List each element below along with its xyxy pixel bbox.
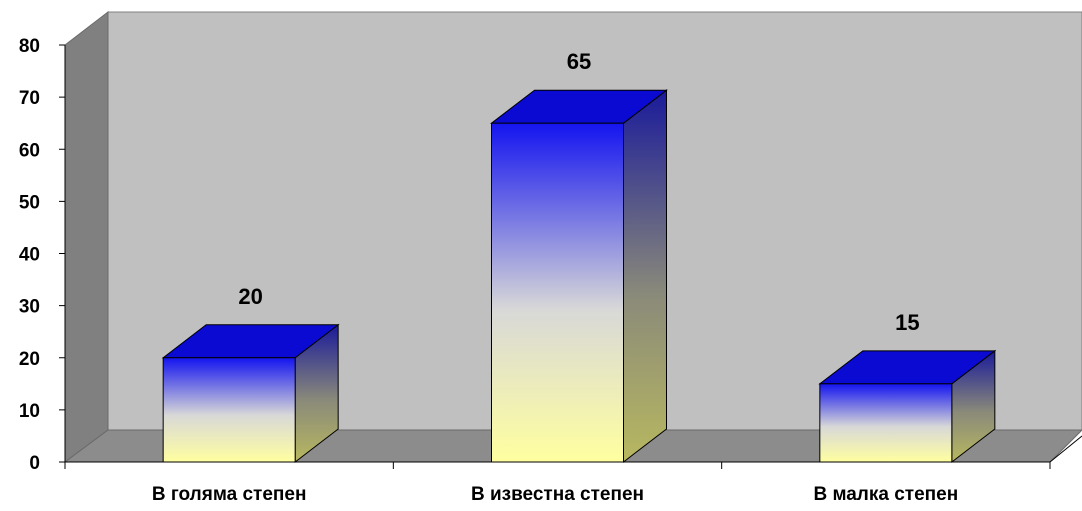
side-wall bbox=[64, 10, 109, 463]
category-label: В малка степен bbox=[813, 484, 958, 505]
y-tick-label: 30 bbox=[19, 297, 40, 318]
data-labels-group: 20 65 15 bbox=[238, 49, 919, 335]
y-tick-label: 10 bbox=[19, 401, 40, 422]
bar-front-face bbox=[491, 122, 624, 463]
data-label: 20 bbox=[238, 284, 262, 309]
bar-front-face bbox=[162, 357, 296, 463]
category-labels-group: В голяма степен В известна степен В малка … bbox=[152, 484, 958, 505]
y-tick-label: 50 bbox=[19, 192, 40, 213]
x-axis-ticks bbox=[64, 462, 1051, 469]
y-tick-label: 20 bbox=[19, 349, 40, 370]
y-tick-label: 60 bbox=[19, 140, 40, 161]
x-axis-depth-line bbox=[1049, 435, 1082, 463]
y-tick-label: 70 bbox=[19, 88, 40, 109]
bars-group bbox=[161, 89, 997, 464]
bar bbox=[161, 323, 340, 464]
data-label: 15 bbox=[895, 310, 919, 335]
bar-side-face bbox=[623, 89, 667, 464]
y-tick-label: 80 bbox=[19, 36, 40, 57]
bar bbox=[490, 89, 668, 464]
data-label: 65 bbox=[567, 49, 591, 74]
category-label: В известна степен bbox=[471, 484, 644, 505]
y-tick-label: 40 bbox=[19, 245, 40, 266]
y-axis-ticks: 0 10 20 30 40 50 60 70 80 bbox=[19, 36, 65, 474]
bar bbox=[818, 349, 997, 464]
bar-front-face bbox=[819, 383, 953, 463]
category-label: В голяма степен bbox=[152, 484, 307, 505]
y-tick-label: 0 bbox=[29, 453, 40, 474]
